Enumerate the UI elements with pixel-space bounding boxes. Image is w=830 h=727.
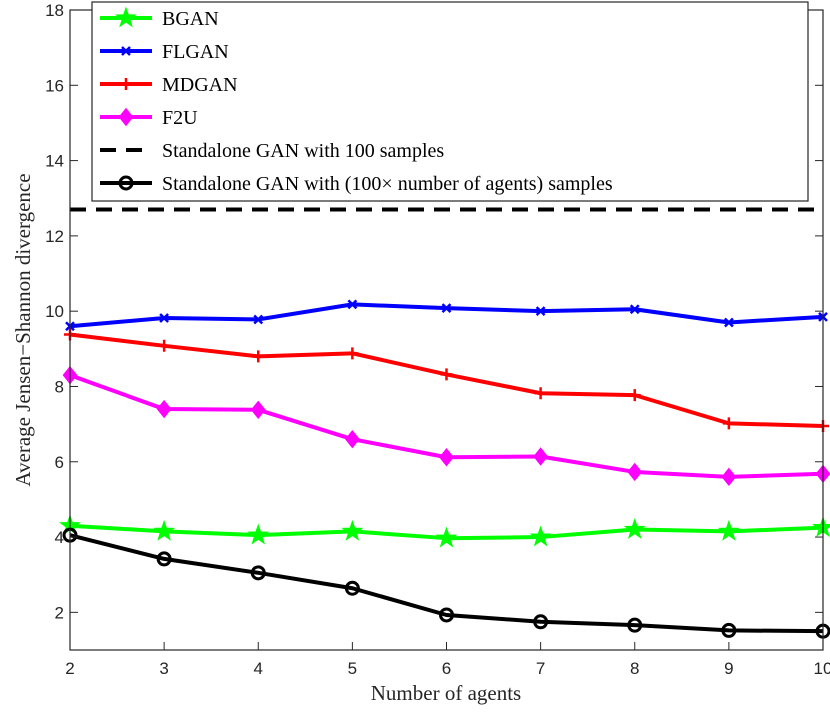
data-point-3-2 [250, 400, 266, 420]
legend-entry-4: Standalone GAN with 100 samples [100, 140, 444, 162]
legend-label-4: Standalone GAN with 100 samples [162, 140, 444, 162]
x-tick-label-8: 10 [814, 659, 830, 678]
data-point-3-6 [627, 462, 643, 482]
data-point-5-5 [533, 614, 549, 630]
legend-entry-0: BGAN [100, 6, 219, 30]
data-point-5-3 [344, 580, 360, 596]
data-point-1-5 [535, 306, 546, 317]
y-tick-label-8: 18 [45, 1, 64, 20]
legend-marker-1 [121, 46, 131, 56]
series-layer [59, 207, 830, 639]
data-point-0-2 [247, 523, 270, 545]
legend-entry-2: MDGAN [100, 74, 238, 96]
data-point-3-7 [721, 467, 737, 487]
series-3 [62, 365, 830, 487]
y-tick-label-2: 6 [55, 453, 64, 472]
x-tick-label-7: 9 [724, 659, 733, 678]
data-point-5-6 [627, 617, 643, 633]
legend: BGAN FLGAN MDGAN F2U Standalone GAN with 100… [91, 1, 809, 202]
legend-marker-5 [118, 175, 134, 191]
y-tick-label-0: 2 [55, 603, 64, 622]
data-point-5-1 [156, 551, 172, 567]
data-point-0-5 [529, 525, 552, 547]
data-point-1-6 [629, 304, 640, 315]
legend-marker-0 [115, 6, 137, 28]
data-point-0-6 [623, 518, 646, 539]
data-point-3-5 [533, 447, 548, 466]
data-point-1-1 [159, 313, 170, 323]
data-point-2-6 [628, 389, 641, 402]
legend-label-2: MDGAN [162, 74, 238, 96]
x-tick-label-0: 2 [65, 659, 74, 678]
legend-entry-1: FLGAN [100, 41, 229, 63]
data-point-0-1 [153, 519, 176, 541]
legend-label-1: FLGAN [162, 41, 229, 63]
legend-entry-3: F2U [100, 107, 198, 129]
y-tick-label-4: 10 [45, 302, 64, 321]
data-point-0-3 [341, 519, 364, 541]
data-point-0-4 [435, 526, 458, 548]
data-point-5-2 [250, 565, 266, 581]
x-tick-label-4: 6 [442, 659, 451, 678]
data-point-5-7 [721, 622, 737, 638]
y-tick-label-5: 12 [45, 227, 64, 246]
y-tick-label-7: 16 [45, 76, 64, 95]
data-point-2-5 [534, 387, 547, 400]
data-point-3-3 [345, 429, 360, 449]
legend-label-5: Standalone GAN with (100× number of agen… [162, 173, 613, 195]
legend-box [91, 1, 809, 202]
legend-marker-2 [120, 78, 132, 90]
x-axis-label: Number of agents [371, 681, 521, 705]
legend-marker-3 [118, 107, 134, 127]
data-point-2-1 [158, 339, 171, 352]
data-point-1-7 [723, 317, 734, 328]
data-point-2-2 [252, 350, 265, 363]
legend-label-3: F2U [162, 107, 198, 129]
tick-labels: 2 3 4 5 6 7 8 9 10 2 4 6 8 10 12 14 16 18 [45, 1, 830, 678]
data-point-3-4 [439, 448, 454, 467]
data-point-1-4 [441, 303, 452, 314]
x-tick-label-3: 5 [348, 659, 357, 678]
data-point-0-7 [717, 519, 740, 541]
x-tick-label-1: 3 [159, 659, 168, 678]
series-line-5 [69, 533, 824, 634]
data-point-2-3 [346, 347, 359, 360]
data-point-2-4 [440, 368, 453, 381]
data-point-5-4 [439, 607, 454, 623]
data-point-3-1 [156, 399, 172, 419]
series-0 [59, 514, 830, 548]
y-tick-label-1: 4 [55, 528, 64, 547]
legend-label-0: BGAN [162, 8, 219, 30]
data-point-1-3 [347, 299, 358, 310]
x-tick-label-5: 7 [536, 659, 545, 678]
y-tick-label-3: 8 [55, 377, 64, 396]
x-tick-label-2: 4 [254, 659, 263, 678]
y-tick-label-6: 14 [45, 152, 64, 171]
x-tick-label-6: 8 [630, 659, 639, 678]
legend-entry-5: Standalone GAN with (100× number of agen… [100, 173, 613, 195]
data-point-2-7 [722, 417, 735, 430]
data-point-1-2 [253, 314, 264, 325]
y-axis-label: Average Jensen−Shannon divergence [11, 173, 35, 486]
